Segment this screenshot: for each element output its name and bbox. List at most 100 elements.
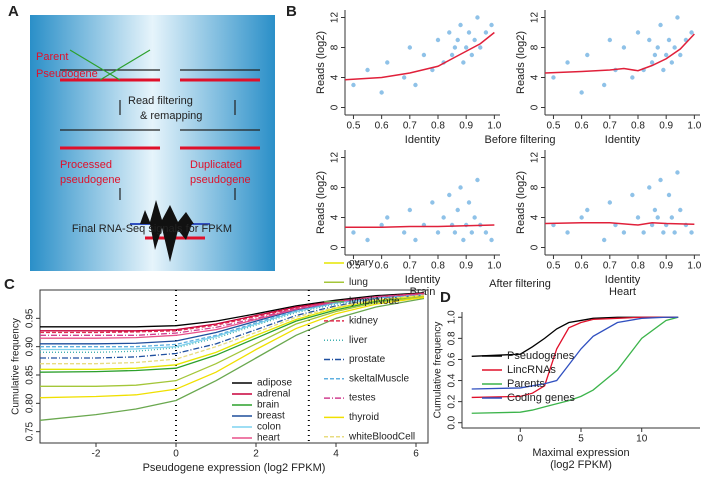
plot-frame <box>39 289 429 444</box>
point <box>489 237 494 243</box>
x-axis-label: Identity <box>405 134 441 146</box>
point <box>666 192 672 198</box>
point <box>461 237 466 243</box>
y-tick-label: 12 <box>330 12 341 24</box>
x-tick-label: 0.9 <box>459 261 473 272</box>
point <box>675 170 680 175</box>
point <box>585 52 590 58</box>
point <box>455 37 460 43</box>
processed-label: pseudogene <box>60 174 121 186</box>
x-tick-label: 0.5 <box>347 121 361 132</box>
y-tick-label: 8 <box>530 44 541 50</box>
legend-label: liver <box>349 335 368 346</box>
point <box>483 230 489 235</box>
processed-label: Processed <box>60 159 112 171</box>
panel-letter: A <box>8 3 19 20</box>
point <box>658 22 663 28</box>
x-axis-label: Identity <box>605 134 641 146</box>
series-line <box>40 292 425 328</box>
point <box>379 222 384 228</box>
y-tick-label: 0.8 <box>447 331 458 345</box>
point <box>452 230 458 235</box>
y-axis-label: Reads (log2) <box>315 31 327 94</box>
x-axis-label: Identity <box>405 274 441 286</box>
point <box>551 75 556 80</box>
point <box>669 215 675 220</box>
panel-letter: D <box>440 289 451 306</box>
point <box>489 22 494 28</box>
point <box>689 30 694 35</box>
point <box>478 45 483 50</box>
series-line <box>40 295 425 370</box>
section-label: After filtering <box>489 278 551 290</box>
legend-label: Parents <box>507 378 545 390</box>
legend-label: lymphNode <box>349 296 400 307</box>
point <box>647 185 652 190</box>
point <box>652 207 658 213</box>
point <box>365 237 370 243</box>
legend-label: adrenal <box>257 389 290 400</box>
point <box>351 82 356 88</box>
series-line <box>40 294 425 359</box>
y-tick-label: 0.4 <box>447 373 458 387</box>
point <box>621 230 627 235</box>
point <box>413 82 418 88</box>
y-tick-label: 4 <box>530 74 541 80</box>
point <box>607 37 613 43</box>
point <box>466 200 472 205</box>
x-tick-label: 1.0 <box>487 261 501 272</box>
legend-label: lung <box>349 277 368 288</box>
point <box>472 37 477 43</box>
y-tick-label: 0.95 <box>25 308 36 328</box>
point <box>675 15 680 20</box>
trend-line <box>345 224 495 228</box>
y-tick-label: 0.6 <box>447 352 458 366</box>
trend-line <box>344 31 495 81</box>
y-tick-label: 8 <box>530 184 541 190</box>
x-tick-label: 1.0 <box>687 261 701 272</box>
x-tick-label: 0.5 <box>347 261 361 272</box>
x-tick-label: 1.0 <box>487 121 501 132</box>
x-tick-label: 0 <box>173 449 179 460</box>
point <box>663 52 669 58</box>
legend-label: skeltalMuscle <box>349 373 409 384</box>
x-tick-label: 0.8 <box>431 261 445 272</box>
x-tick-label: 0.8 <box>431 121 445 132</box>
point <box>447 30 452 35</box>
point <box>661 230 666 235</box>
y-tick-label: 12 <box>330 152 341 164</box>
parent-label: Pseudogene <box>36 68 98 80</box>
series-line <box>40 293 425 348</box>
x-tick-label: 0.9 <box>459 121 473 132</box>
point <box>630 75 635 80</box>
point <box>678 52 683 58</box>
x-tick-label: 4 <box>333 449 339 460</box>
parent-label: Parent <box>36 51 68 63</box>
y-tick-label: 0.90 <box>25 336 36 356</box>
point <box>435 37 441 43</box>
y-tick-label: 0 <box>530 104 541 110</box>
legend-label: testes <box>349 393 376 404</box>
point <box>461 60 466 65</box>
legend-label: brain <box>257 400 279 411</box>
point <box>601 82 607 88</box>
legend-label: colon <box>257 422 281 433</box>
series-line <box>40 294 425 365</box>
x-tick-label: 10 <box>636 434 648 445</box>
y-tick-label: 8 <box>330 44 341 50</box>
x-tick-label: 0.7 <box>403 121 417 132</box>
point <box>475 177 480 183</box>
signal-shape <box>140 200 194 262</box>
series-line <box>471 316 679 390</box>
x-tick-label: 0.6 <box>575 261 589 272</box>
point <box>647 37 652 43</box>
x-tick-label: 0.5 <box>547 261 561 272</box>
x-tick-label: 0.8 <box>631 261 645 272</box>
series-line <box>471 316 679 357</box>
duplicated-label: pseudogene <box>190 174 251 186</box>
y-tick-label: 0.75 <box>25 421 36 441</box>
point <box>630 192 635 198</box>
point <box>661 67 666 73</box>
x-axis-label: Identity <box>605 274 641 286</box>
